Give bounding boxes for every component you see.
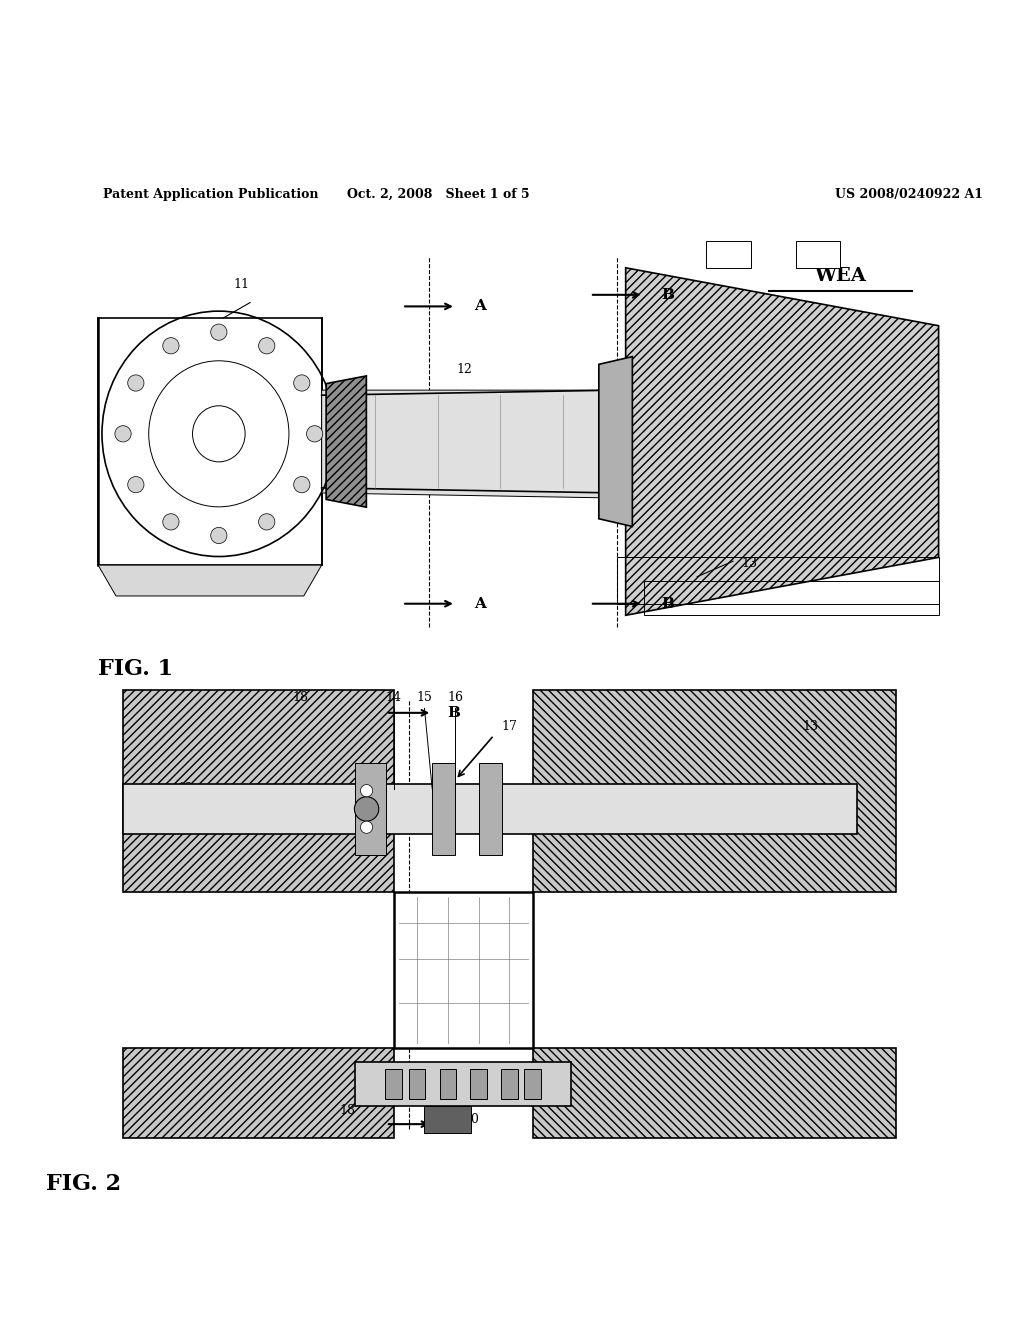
Ellipse shape — [193, 405, 245, 462]
Polygon shape — [502, 1069, 517, 1100]
Circle shape — [115, 425, 131, 442]
Circle shape — [259, 338, 274, 354]
Polygon shape — [123, 1048, 393, 1138]
Circle shape — [128, 477, 144, 492]
Polygon shape — [532, 690, 896, 892]
Circle shape — [306, 425, 323, 442]
Polygon shape — [355, 1061, 571, 1106]
Text: B: B — [662, 288, 675, 302]
Circle shape — [294, 375, 310, 391]
Polygon shape — [355, 763, 386, 854]
Polygon shape — [123, 784, 857, 834]
Circle shape — [259, 513, 274, 531]
Text: 11: 11 — [233, 279, 249, 290]
Circle shape — [354, 797, 379, 821]
Circle shape — [128, 375, 144, 391]
Polygon shape — [432, 763, 456, 854]
Polygon shape — [385, 1069, 401, 1100]
Text: 12: 12 — [457, 363, 473, 376]
Text: B: B — [662, 597, 675, 611]
Polygon shape — [626, 268, 939, 615]
Text: 14: 14 — [386, 690, 401, 704]
Polygon shape — [478, 763, 502, 854]
Text: WEA: WEA — [814, 267, 866, 285]
Text: FIG. 1: FIG. 1 — [98, 657, 173, 680]
Text: 18: 18 — [339, 1105, 355, 1117]
Text: 13: 13 — [803, 719, 819, 733]
Polygon shape — [532, 1048, 896, 1138]
Text: US 2008/0240922 A1: US 2008/0240922 A1 — [835, 187, 983, 201]
Circle shape — [360, 821, 373, 833]
Polygon shape — [123, 690, 393, 892]
Text: B: B — [447, 1117, 461, 1131]
Circle shape — [211, 528, 227, 544]
Circle shape — [163, 338, 179, 354]
Polygon shape — [707, 240, 751, 268]
Text: Patent Application Publication: Patent Application Publication — [103, 187, 318, 201]
Polygon shape — [98, 565, 322, 597]
Polygon shape — [796, 240, 841, 268]
Text: 12: 12 — [177, 783, 194, 796]
Text: FIG. 2: FIG. 2 — [46, 1173, 121, 1196]
Polygon shape — [524, 1069, 541, 1100]
Text: 16: 16 — [447, 690, 464, 704]
Text: 15: 15 — [417, 690, 432, 704]
Circle shape — [211, 323, 227, 341]
Polygon shape — [322, 391, 616, 498]
Text: 17: 17 — [502, 719, 517, 733]
Polygon shape — [326, 376, 367, 507]
Text: 18: 18 — [293, 690, 309, 704]
Text: Oct. 2, 2008   Sheet 1 of 5: Oct. 2, 2008 Sheet 1 of 5 — [347, 187, 529, 201]
Text: 13: 13 — [742, 557, 758, 570]
Circle shape — [163, 513, 179, 531]
Polygon shape — [393, 892, 532, 1048]
Polygon shape — [409, 1069, 425, 1100]
Text: B: B — [447, 706, 461, 719]
Circle shape — [294, 477, 310, 492]
Polygon shape — [425, 1106, 471, 1133]
Text: A: A — [474, 597, 485, 611]
Text: A: A — [474, 300, 485, 313]
Circle shape — [360, 784, 373, 797]
Polygon shape — [470, 1069, 486, 1100]
Polygon shape — [439, 1069, 456, 1100]
Text: 20: 20 — [463, 1113, 479, 1126]
Polygon shape — [599, 356, 633, 527]
